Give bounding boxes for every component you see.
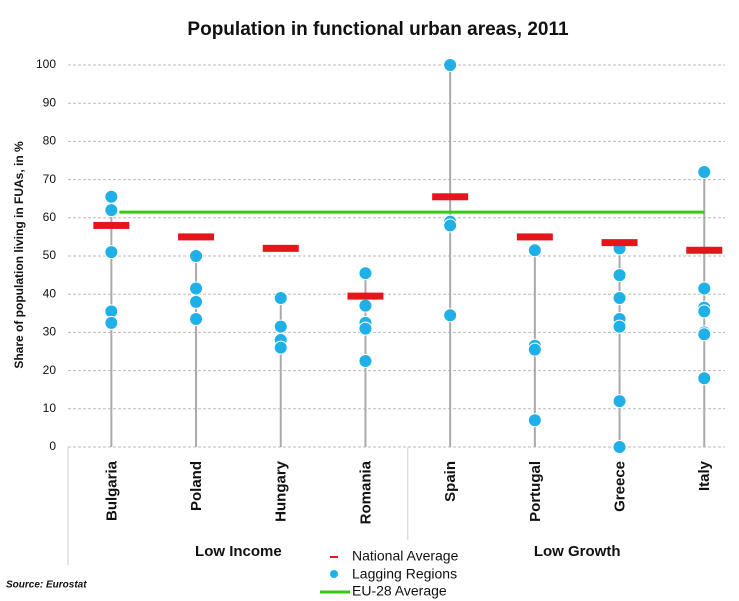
source: Source: Eurostat xyxy=(6,580,87,591)
lagging-region-dot xyxy=(273,340,288,355)
national-average-bar xyxy=(347,292,384,300)
lagging-region-dot xyxy=(189,249,204,263)
y-tick-label: 70 xyxy=(43,172,57,186)
lagging-region-dot xyxy=(358,266,373,281)
lagging-region-dot xyxy=(612,291,627,306)
lagging-region-dot xyxy=(443,218,458,233)
x-tick-label: Poland xyxy=(188,461,205,511)
lagging-region-dot xyxy=(189,294,204,309)
y-tick-label: 10 xyxy=(43,401,57,415)
x-tick-label: Hungary xyxy=(273,460,290,522)
legend-swatch xyxy=(330,570,338,578)
lagging-region-dot xyxy=(527,413,542,428)
lagging-region-dot xyxy=(358,321,373,336)
group-label: Low Growth xyxy=(534,543,621,560)
lagging-region-dot xyxy=(697,327,712,342)
lagging-region-dot xyxy=(104,245,119,260)
x-tick-label: Greece xyxy=(612,461,629,512)
national-average-bar xyxy=(601,239,638,247)
lagging-region-dot xyxy=(358,354,373,369)
lagging-region-dot xyxy=(527,243,542,258)
national-average-bar xyxy=(93,221,130,229)
x-tick-label: Spain xyxy=(442,461,459,502)
lagging-region-dot xyxy=(104,203,119,218)
legend-label: Lagging Regions xyxy=(352,566,457,582)
lagging-region-dot xyxy=(697,164,712,179)
legend-label: EU-28 Average xyxy=(352,583,447,599)
national-average-bar xyxy=(516,233,553,241)
national-average-bar xyxy=(432,193,469,201)
lagging-region-dot xyxy=(612,394,627,409)
lagging-region-dot xyxy=(697,371,712,386)
lagging-region-dot xyxy=(612,268,627,283)
national-average-bar xyxy=(686,246,723,254)
lagging-region-dot xyxy=(189,312,204,327)
lagging-region-dot xyxy=(443,58,458,72)
lagging-region-dot xyxy=(443,308,458,323)
x-tick-label: Romania xyxy=(357,460,374,524)
chart-title: Population in functional urban areas, 20… xyxy=(187,19,569,40)
lagging-region-dot xyxy=(273,291,288,306)
lagging-region-dot xyxy=(612,319,627,334)
y-tick-label: 30 xyxy=(43,325,57,339)
lagging-region-dot xyxy=(697,304,712,319)
y-tick-label: 40 xyxy=(43,286,57,300)
y-tick-label: 20 xyxy=(43,363,57,377)
y-tick-label: 80 xyxy=(43,134,57,148)
lagging-region-dot xyxy=(612,440,627,454)
x-tick-label: Portugal xyxy=(527,461,544,522)
lagging-region-dot xyxy=(358,298,373,313)
y-tick-label: 90 xyxy=(43,95,57,109)
y-tick-label: 60 xyxy=(43,210,57,224)
lagging-region-dot xyxy=(104,315,119,330)
lagging-region-dot xyxy=(104,189,119,204)
y-tick-label: 100 xyxy=(36,57,56,71)
national-average-bar xyxy=(178,233,215,241)
group-label: Low Income xyxy=(195,543,282,560)
y-tick-label: 0 xyxy=(49,439,56,453)
lagging-region-dot xyxy=(273,319,288,334)
x-tick-label: Italy xyxy=(696,460,713,491)
y-tick-label: 50 xyxy=(43,248,57,262)
lagging-region-dot xyxy=(697,281,712,296)
lagging-region-dot xyxy=(189,281,204,296)
national-average-bar xyxy=(262,244,299,252)
legend-label: National Average xyxy=(352,548,459,564)
y-axis-label: Share of population living in FUAs, in % xyxy=(12,141,26,369)
lagging-region-dot xyxy=(527,342,542,357)
x-tick-label: Bulgaria xyxy=(103,460,120,521)
